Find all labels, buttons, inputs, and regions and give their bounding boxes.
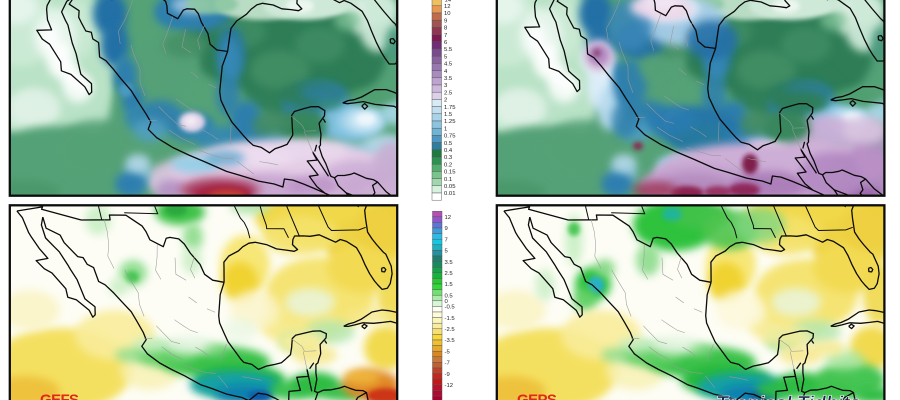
- svg-text:2: 2: [444, 98, 447, 104]
- svg-text:1.5: 1.5: [444, 112, 453, 118]
- svg-text:-1.5: -1.5: [445, 316, 456, 322]
- svg-text:-7: -7: [445, 361, 450, 367]
- svg-text:2.5: 2.5: [444, 90, 453, 96]
- svg-text:-2.5: -2.5: [445, 327, 456, 333]
- svg-text:0.5: 0.5: [444, 141, 453, 147]
- svg-text:7: 7: [445, 237, 448, 243]
- svg-text:0.01: 0.01: [444, 191, 455, 197]
- svg-text:6: 6: [444, 40, 448, 46]
- svg-text:4: 4: [444, 69, 448, 75]
- svg-text:-12: -12: [445, 383, 454, 389]
- svg-text:0.75: 0.75: [444, 134, 456, 140]
- svg-text:0.4: 0.4: [444, 148, 453, 154]
- svg-text:10: 10: [444, 11, 451, 17]
- svg-text:8: 8: [444, 26, 448, 32]
- svg-text:12: 12: [444, 4, 451, 10]
- svg-text:3.5: 3.5: [444, 76, 453, 82]
- svg-text:0.15: 0.15: [444, 170, 456, 176]
- svg-text:5.5: 5.5: [444, 47, 453, 53]
- svg-text:2.5: 2.5: [445, 271, 454, 277]
- svg-text:Tropical Tidbits: Tropical Tidbits: [716, 393, 861, 400]
- svg-text:1.5: 1.5: [445, 282, 454, 288]
- svg-text:12: 12: [445, 215, 452, 221]
- svg-text:9: 9: [444, 18, 447, 24]
- svg-text:7: 7: [444, 33, 447, 39]
- svg-text:0.05: 0.05: [444, 184, 456, 190]
- svg-text:1: 1: [444, 126, 447, 132]
- svg-text:14: 14: [445, 0, 452, 4]
- svg-text:5: 5: [444, 54, 448, 60]
- svg-text:1.75: 1.75: [444, 105, 456, 111]
- svg-text:-9: -9: [445, 372, 450, 378]
- svg-text:GEFS: GEFS: [40, 392, 79, 400]
- svg-text:3.5: 3.5: [445, 260, 454, 266]
- svg-text:-0.5: -0.5: [445, 305, 456, 311]
- svg-text:GEPS: GEPS: [517, 392, 557, 400]
- svg-text:0.3: 0.3: [444, 155, 453, 161]
- svg-text:5: 5: [445, 249, 449, 255]
- svg-text:3: 3: [444, 83, 448, 89]
- svg-text:1.25: 1.25: [444, 119, 456, 125]
- svg-text:0.5: 0.5: [445, 293, 454, 299]
- svg-text:0.2: 0.2: [444, 162, 452, 168]
- svg-text:0: 0: [445, 299, 449, 305]
- svg-text:4.5: 4.5: [444, 62, 453, 68]
- svg-text:0.1: 0.1: [444, 177, 452, 183]
- svg-text:9: 9: [445, 226, 448, 232]
- svg-text:-3.5: -3.5: [445, 338, 456, 344]
- svg-text:-5: -5: [445, 349, 451, 355]
